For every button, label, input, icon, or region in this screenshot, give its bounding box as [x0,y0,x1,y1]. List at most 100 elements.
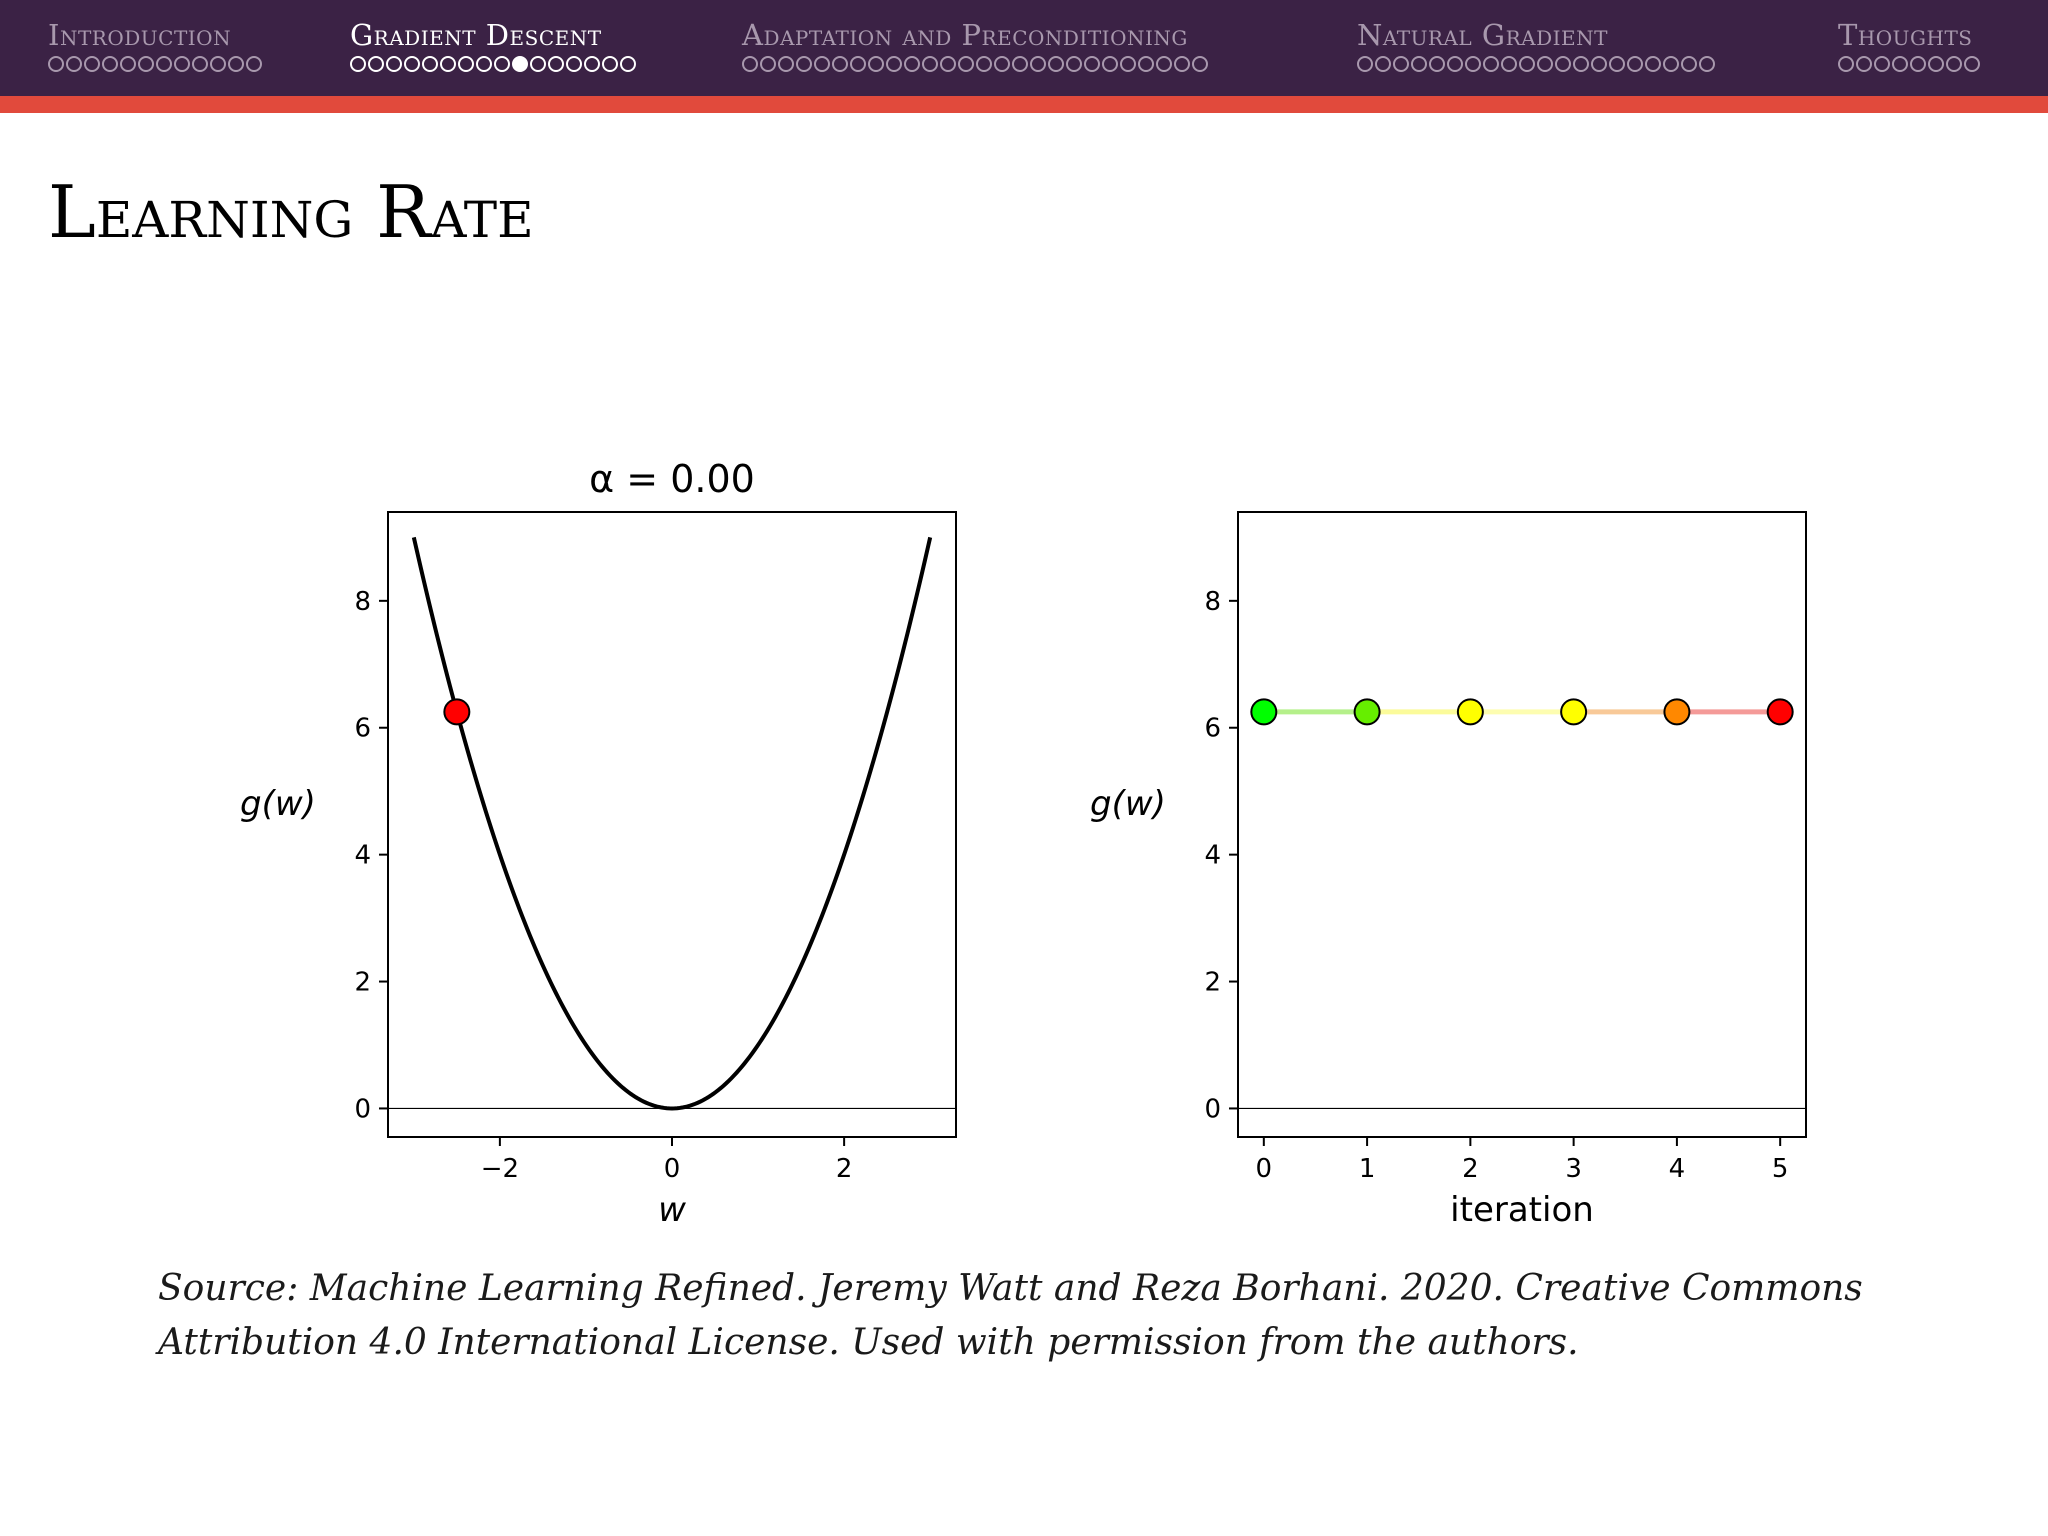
nav-dot[interactable] [368,56,384,72]
nav-dot[interactable] [192,56,208,72]
nav-dot[interactable] [1375,56,1391,72]
nav-dot[interactable] [584,56,600,72]
nav-section-3[interactable]: Adaptation and Preconditioning [742,18,1208,94]
nav-dot[interactable] [1681,56,1697,72]
nav-dot[interactable] [1699,56,1715,72]
nav-dot[interactable] [1066,56,1082,72]
nav-dot[interactable] [102,56,118,72]
nav-dot[interactable] [530,56,546,72]
nav-dot-current[interactable] [512,56,528,72]
nav-dot[interactable] [476,56,492,72]
nav-dot[interactable] [1048,56,1064,72]
nav-dot[interactable] [1645,56,1661,72]
plot-frame [387,511,957,1138]
nav-dot[interactable] [228,56,244,72]
nav-dot[interactable] [494,56,510,72]
nav-dot[interactable] [994,56,1010,72]
nav-dot[interactable] [1609,56,1625,72]
x-axis-label: iteration [1450,1190,1594,1230]
nav-section-1[interactable]: Introduction [48,18,262,94]
nav-dot[interactable] [1964,56,1980,72]
nav-dot[interactable] [440,56,456,72]
nav-dot[interactable] [1429,56,1445,72]
nav-dot[interactable] [1030,56,1046,72]
nav-dot[interactable] [904,56,920,72]
nav-dot[interactable] [1393,56,1409,72]
nav-dot[interactable] [1856,56,1872,72]
nav-section-title[interactable]: Natural Gradient [1357,18,1608,52]
nav-section-title[interactable]: Adaptation and Preconditioning [742,18,1188,52]
nav-dot[interactable] [566,56,582,72]
cost-history-point [1560,698,1588,726]
nav-dot[interactable] [1501,56,1517,72]
nav-dot[interactable] [210,56,226,72]
nav-dot[interactable] [66,56,82,72]
nav-section-2[interactable]: Gradient Descent [350,18,636,94]
nav-dot[interactable] [1138,56,1154,72]
nav-dot[interactable] [1192,56,1208,72]
nav-dot[interactable] [868,56,884,72]
nav-dot[interactable] [386,56,402,72]
nav-dot[interactable] [1519,56,1535,72]
nav-dot[interactable] [742,56,758,72]
nav-dot[interactable] [886,56,902,72]
nav-dot[interactable] [1483,56,1499,72]
nav-dot[interactable] [404,56,420,72]
cost-history-point [1456,698,1484,726]
cost-history-point [1663,698,1691,726]
nav-dot[interactable] [1928,56,1944,72]
nav-dot[interactable] [1447,56,1463,72]
nav-progress-dots [742,56,1208,78]
nav-dot[interactable] [1838,56,1854,72]
nav-dot[interactable] [246,56,262,72]
nav-dot[interactable] [1910,56,1926,72]
nav-dot[interactable] [958,56,974,72]
nav-dot[interactable] [1411,56,1427,72]
nav-dot[interactable] [976,56,992,72]
nav-dot[interactable] [778,56,794,72]
nav-section-title[interactable]: Thoughts [1838,18,1973,52]
nav-dot[interactable] [174,56,190,72]
nav-dot[interactable] [1156,56,1172,72]
nav-dot[interactable] [1102,56,1118,72]
nav-dot[interactable] [1174,56,1190,72]
nav-dot[interactable] [120,56,136,72]
nav-dot[interactable] [1892,56,1908,72]
nav-dot[interactable] [1946,56,1962,72]
y-axis-label: g(w) [240,784,316,824]
nav-dot[interactable] [602,56,618,72]
nav-dot[interactable] [422,56,438,72]
nav-dot[interactable] [1591,56,1607,72]
nav-dot[interactable] [1084,56,1100,72]
nav-section-title[interactable]: Introduction [48,18,232,52]
nav-dot[interactable] [850,56,866,72]
nav-dot[interactable] [922,56,938,72]
nav-dot[interactable] [156,56,172,72]
nav-dot[interactable] [1012,56,1028,72]
nav-dot[interactable] [1573,56,1589,72]
nav-dot[interactable] [84,56,100,72]
nav-dot[interactable] [1465,56,1481,72]
nav-section-title[interactable]: Gradient Descent [350,18,602,52]
nav-dot[interactable] [458,56,474,72]
nav-dot[interactable] [548,56,564,72]
nav-dot[interactable] [620,56,636,72]
nav-dot[interactable] [814,56,830,72]
nav-dot[interactable] [138,56,154,72]
nav-dot[interactable] [940,56,956,72]
nav-dot[interactable] [1357,56,1373,72]
nav-dot[interactable] [1120,56,1136,72]
nav-section-5[interactable]: Thoughts [1838,18,1980,94]
nav-dot[interactable] [48,56,64,72]
nav-dot[interactable] [1663,56,1679,72]
nav-dot[interactable] [350,56,366,72]
nav-dot[interactable] [796,56,812,72]
nav-dot[interactable] [760,56,776,72]
nav-dot[interactable] [1874,56,1890,72]
nav-dot[interactable] [1627,56,1643,72]
nav-dot[interactable] [1537,56,1553,72]
nav-dot[interactable] [832,56,848,72]
nav-dot[interactable] [1555,56,1571,72]
nav-section-4[interactable]: Natural Gradient [1357,18,1715,94]
